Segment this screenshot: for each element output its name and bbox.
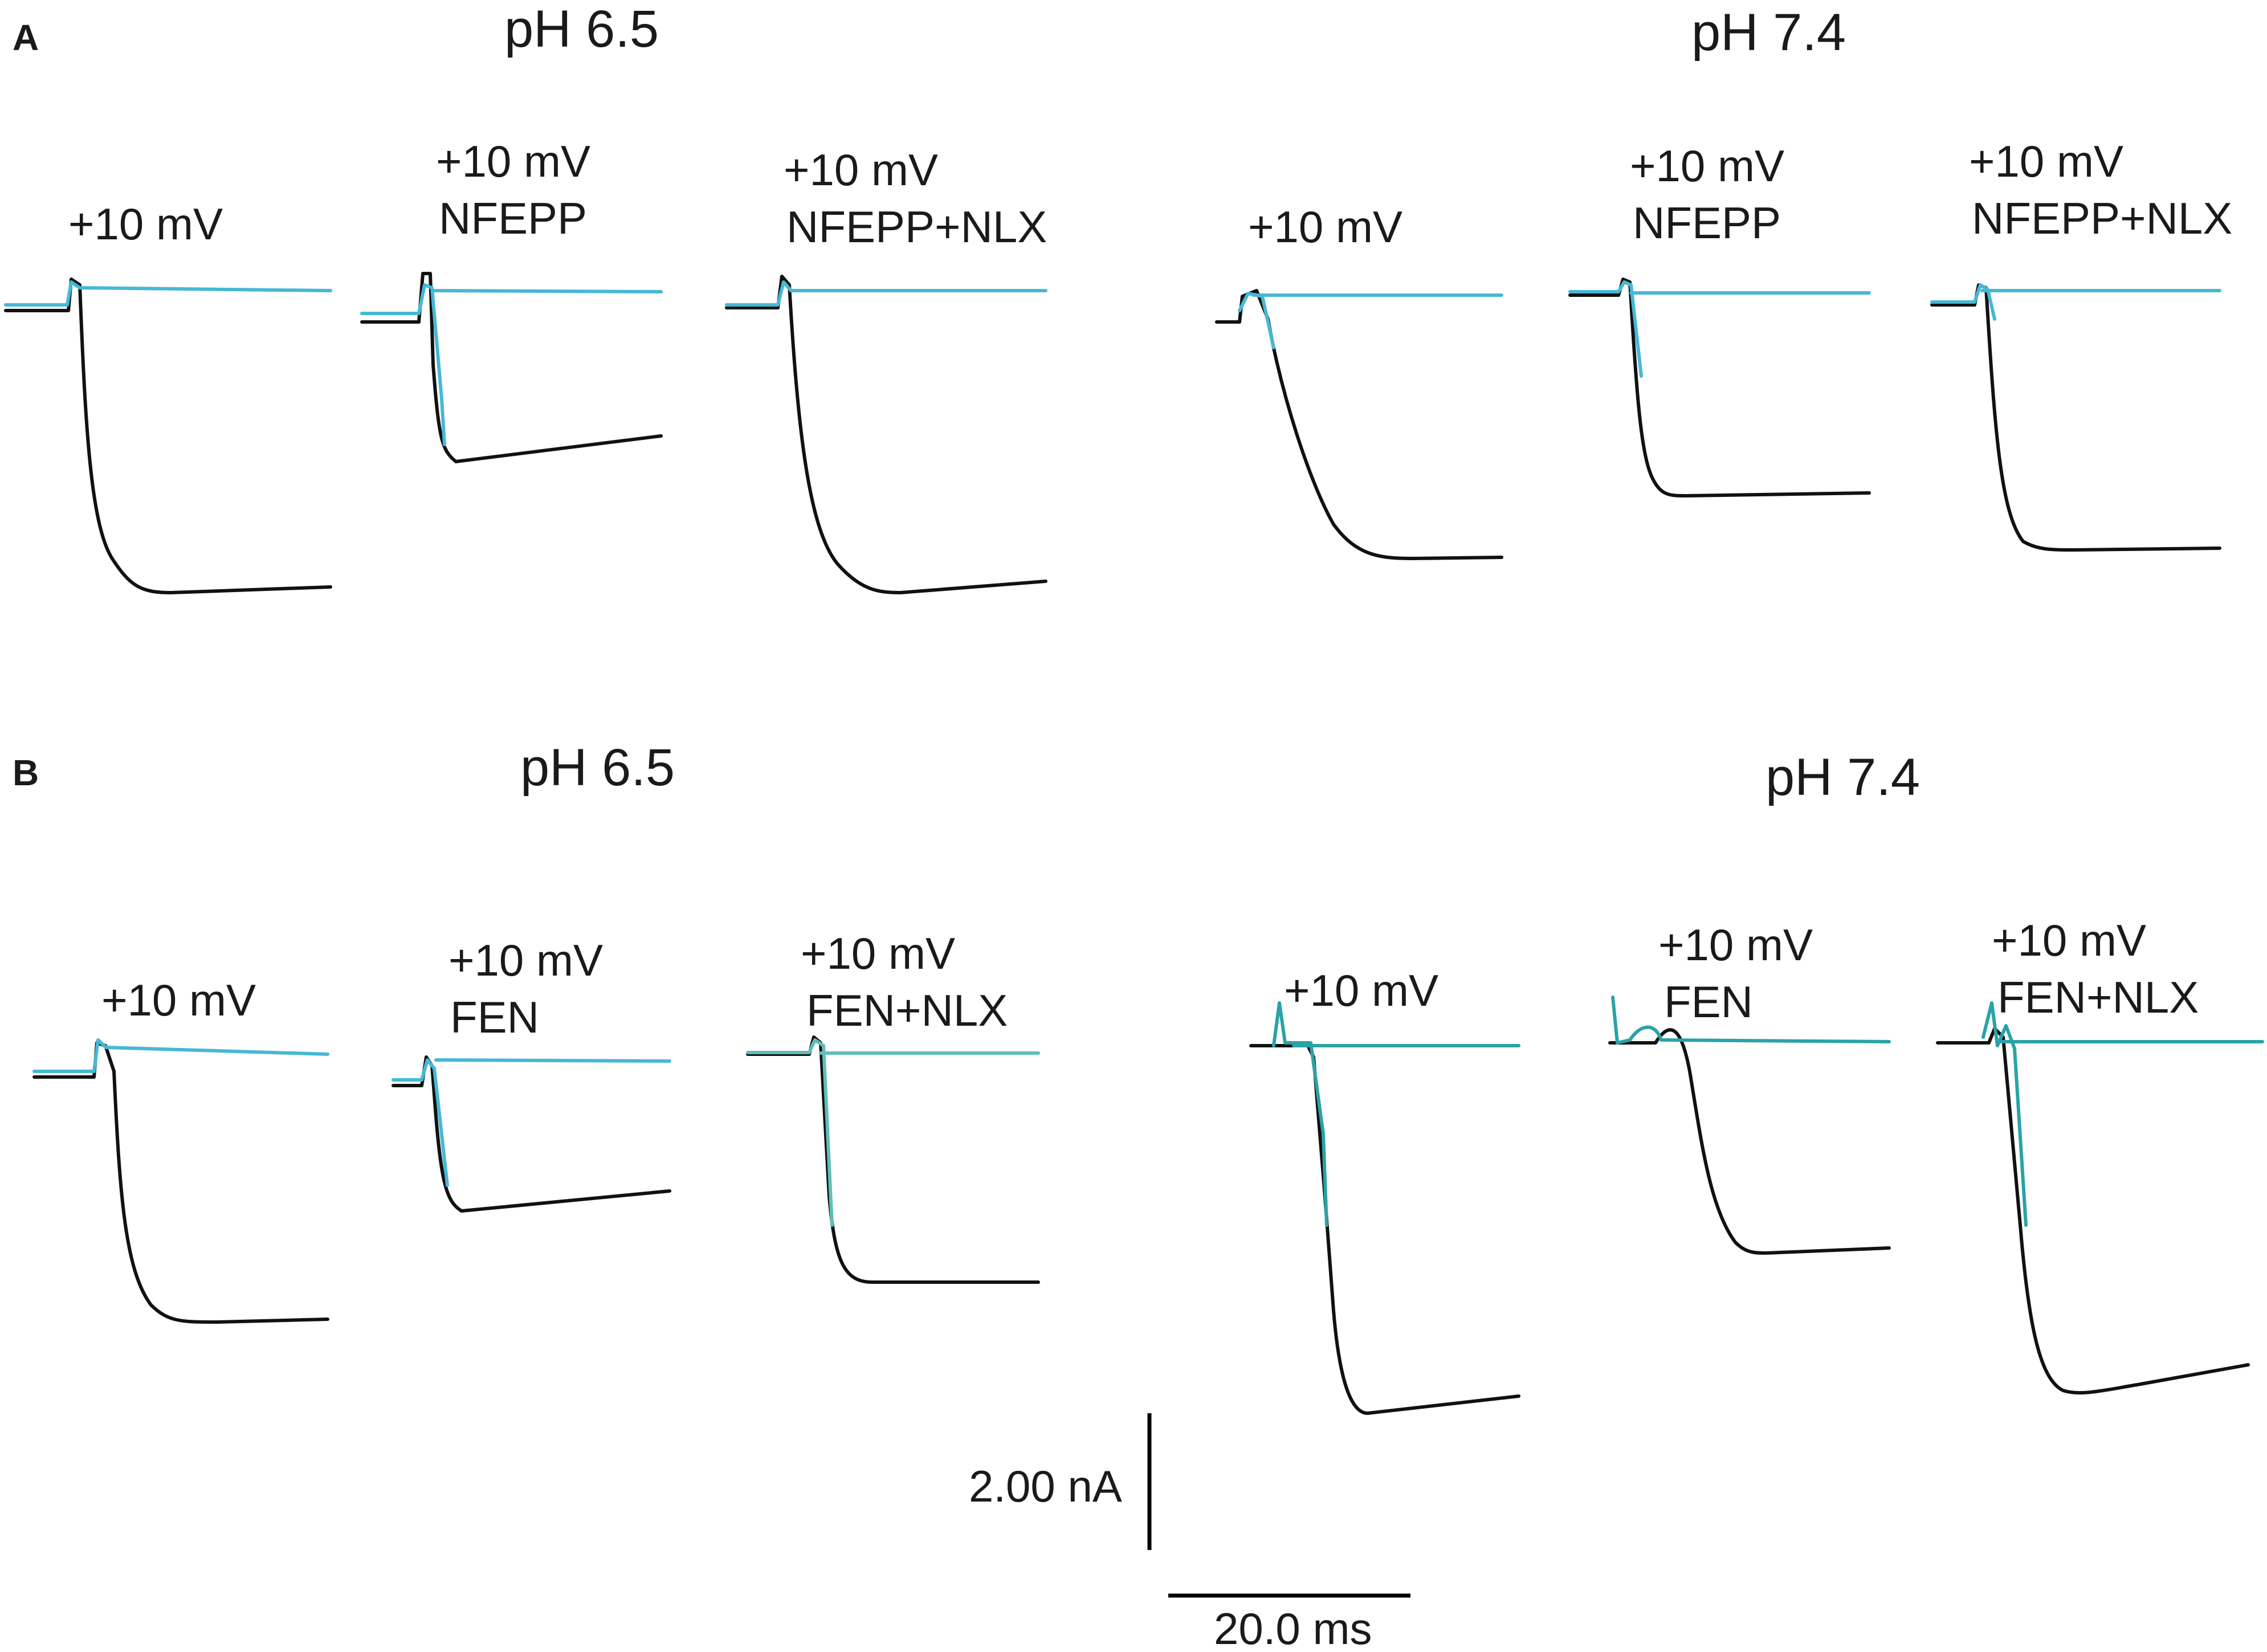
panel-b-trace-1-control-trace xyxy=(32,1041,329,1324)
panel-b-trace-6-drug-trace xyxy=(1981,1001,2264,1227)
panel-b-trace-3-label-line1: +10 mV xyxy=(801,928,955,978)
panel-a-trace-2: +10 mV NFEPP xyxy=(360,136,663,463)
panel-a-trace-1-drug-trace xyxy=(4,280,332,307)
panel-b-trace-4-label: +10 mV xyxy=(1284,965,1438,1015)
panel-a-trace-2-drug-trace xyxy=(360,283,663,446)
panel-b-trace-1-label: +10 mV xyxy=(101,975,256,1025)
panel-a-trace-4-label: +10 mV xyxy=(1248,202,1402,252)
panel-b-trace-2-label-line2: FEN xyxy=(450,992,539,1042)
panel-b-trace-1-drug-trace xyxy=(32,1038,329,1073)
scale-bar-current-label: 2.00 nA xyxy=(969,1461,1122,1511)
panel-b-trace-2-label-line1: +10 mV xyxy=(448,935,603,985)
panel-a-ph-right-title: pH 7.4 xyxy=(1691,3,1846,62)
panel-b-trace-6-control-trace xyxy=(1936,1027,2250,1395)
panel-a-trace-5-label-line2: NFEPP xyxy=(1633,198,1781,248)
panel-a-trace-6-label-line1: +10 mV xyxy=(1969,136,2123,186)
panel-a-trace-5-control-trace xyxy=(1568,278,1871,497)
panel-a-trace-5-label-line1: +10 mV xyxy=(1630,141,1784,191)
panel-b-trace-4: +10 mV xyxy=(1249,965,1520,1415)
panel-b-trace-5: +10 mV FEN xyxy=(1608,920,1891,1255)
scale-bar-time-label: 20.0 ms xyxy=(1214,1604,1372,1652)
panel-b-trace-2: +10 mV FEN xyxy=(392,935,671,1213)
panel-b-ph-right-title: pH 7.4 xyxy=(1766,748,1920,806)
panel-a: A pH 6.5 pH 7.4 +10 mV +10 mV NFEPP +10 … xyxy=(4,0,2232,594)
panel-a-trace-3-control-trace xyxy=(725,275,1047,594)
panel-b-trace-2-control-trace xyxy=(392,1055,671,1213)
panel-a-letter: A xyxy=(13,17,39,58)
panel-b-trace-5-drug-trace xyxy=(1611,996,1891,1045)
panel-a-trace-3: +10 mV NFEPP+NLX xyxy=(725,145,1047,594)
panel-b-trace-6-label-line2: FEN+NLX xyxy=(1997,972,2199,1022)
panel-b-trace-5-label-line1: +10 mV xyxy=(1658,920,1813,970)
panel-a-trace-3-label-line1: +10 mV xyxy=(784,145,938,195)
panel-a-trace-3-label-line2: NFEPP+NLX xyxy=(786,202,1047,252)
panel-b-trace-4-control-trace xyxy=(1249,1044,1520,1415)
scale-bar: 2.00 nA 20.0 ms xyxy=(969,1413,1410,1652)
panel-a-trace-6-control-trace xyxy=(1930,283,2221,552)
panel-a-trace-4: +10 mV xyxy=(1215,202,1503,560)
panel-b-ph-left-title: pH 6.5 xyxy=(520,739,675,797)
panel-b-trace-3: +10 mV FEN+NLX xyxy=(746,928,1040,1284)
panel-b-trace-6-label-line1: +10 mV xyxy=(1992,915,2146,965)
panel-b-trace-5-label-line2: FEN xyxy=(1664,977,1753,1027)
panel-a-ph-left-title: pH 6.5 xyxy=(504,0,659,58)
panel-a-trace-3-drug-trace xyxy=(725,280,1047,307)
panel-a-trace-5-drug-trace xyxy=(1568,280,1871,378)
panel-a-trace-2-label-line1: +10 mV xyxy=(436,136,590,186)
panel-a-trace-4-control-trace xyxy=(1215,289,1503,560)
panel-a-trace-1-label: +10 mV xyxy=(68,199,223,249)
panel-b-trace-1: +10 mV xyxy=(32,975,329,1324)
panel-a-trace-1: +10 mV xyxy=(4,199,332,594)
panel-a-trace-2-label-line2: NFEPP xyxy=(439,193,587,243)
panel-b-trace-5-control-trace xyxy=(1608,1028,1891,1255)
panel-b: B pH 6.5 pH 7.4 +10 mV +10 mV FEN +10 mV… xyxy=(13,739,2264,1415)
panel-a-trace-5: +10 mV NFEPP xyxy=(1568,141,1871,497)
panel-a-trace-1-control-trace xyxy=(4,278,332,594)
panel-b-trace-3-label-line2: FEN+NLX xyxy=(806,985,1008,1035)
panel-a-trace-2-control-trace xyxy=(360,272,663,463)
panel-a-trace-6-drug-trace xyxy=(1930,283,2221,321)
panel-b-trace-4-drug-trace xyxy=(1272,1001,1520,1227)
panel-b-trace-3-control-trace xyxy=(746,1035,1040,1284)
panel-b-trace-6: +10 mV FEN+NLX xyxy=(1936,915,2264,1395)
panel-b-trace-3-drug-trace xyxy=(746,1038,1040,1227)
panel-a-trace-4-drug-trace xyxy=(1238,292,1503,349)
panel-b-letter: B xyxy=(13,752,39,793)
panel-b-trace-2-drug-trace xyxy=(392,1058,671,1187)
panel-a-trace-6-label-line2: NFEPP+NLX xyxy=(1972,193,2232,243)
panel-a-trace-6: +10 mV NFEPP+NLX xyxy=(1930,136,2232,552)
